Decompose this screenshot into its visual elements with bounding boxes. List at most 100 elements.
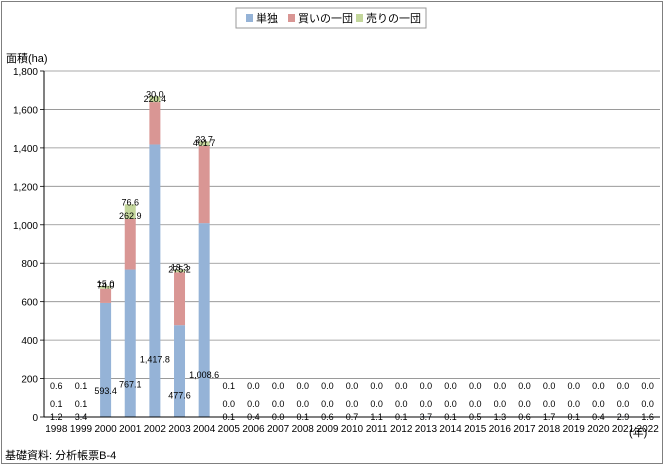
axes xyxy=(43,71,660,418)
data-label-sell-group-2004: 23.7 xyxy=(195,134,213,144)
data-label-sell-group-2005: 0.1 xyxy=(223,381,236,391)
bar-buy-group-2004 xyxy=(198,145,210,224)
bar-single-2004 xyxy=(198,223,210,417)
x-tick-label: 2002 xyxy=(144,424,167,435)
data-label-buy-group-2012: 0.0 xyxy=(395,399,408,409)
data-label-sell-group-1998: 0.6 xyxy=(50,381,63,391)
data-label-sell-group-2009: 0.0 xyxy=(321,381,334,391)
data-label-buy-group-2004: 401.7 xyxy=(193,138,216,148)
data-label-buy-group-2009: 0.0 xyxy=(321,399,334,409)
legend-box xyxy=(235,7,427,29)
source-note: 基礎資料: 分析帳票B-4 xyxy=(5,448,116,462)
data-label-buy-group-2022: 0.0 xyxy=(641,399,654,409)
data-label-sell-group-2008: 0.0 xyxy=(296,381,309,391)
data-label-single-2002: 1,417.8 xyxy=(140,354,170,364)
x-tick-label: 2005 xyxy=(218,424,241,435)
data-label-buy-group-2011: 0.0 xyxy=(370,399,383,409)
x-tick-label: 2007 xyxy=(267,424,290,435)
data-label-sell-group-2000: 15.0 xyxy=(97,279,115,289)
data-label-buy-group-2015: 0.0 xyxy=(469,399,482,409)
bars xyxy=(50,96,654,417)
data-label-sell-group-2003: 13.3 xyxy=(171,263,189,273)
data-label-sell-group-2021: 0.0 xyxy=(617,381,630,391)
gridlines xyxy=(44,70,660,379)
x-tick-label: 2015 xyxy=(464,424,487,435)
data-label-single-2001: 767.1 xyxy=(119,380,142,390)
data-label-sell-group-2019: 0.0 xyxy=(568,381,581,391)
bar-sell-group-2002 xyxy=(149,96,161,103)
x-tick-label: 1998 xyxy=(45,424,68,435)
legend-label-sell: 売りの一団 xyxy=(366,12,421,25)
data-label-sell-group-2002: 30.0 xyxy=(146,89,164,99)
data-label-buy-group-2016: 0.0 xyxy=(494,399,507,409)
legend: 単独 買いの一団 売りの一団 xyxy=(235,7,427,29)
data-label-sell-group-2016: 0.0 xyxy=(494,381,507,391)
legend-swatch-single xyxy=(246,14,253,22)
y-tick-label: 200 xyxy=(21,375,38,386)
data-label-buy-group-2005: 0.0 xyxy=(223,399,236,409)
bar-sell-group-2000 xyxy=(100,285,112,289)
x-tick-label: 2014 xyxy=(439,424,462,435)
x-tick-label: 2020 xyxy=(587,424,610,435)
bar-single-2003 xyxy=(174,325,186,417)
bar-buy-group-2000 xyxy=(100,288,112,303)
y-axis-label: 面積(ha) xyxy=(6,51,48,65)
data-label-sell-group-2010: 0.0 xyxy=(346,381,359,391)
y-tick-label: 400 xyxy=(21,336,38,347)
legend-swatch-sell xyxy=(356,14,363,22)
y-tick-label: 800 xyxy=(21,259,38,270)
bar-buy-group-2001 xyxy=(124,219,136,270)
legend-label-buy: 買いの一団 xyxy=(298,12,353,25)
x-tick-label: 2011 xyxy=(366,424,388,435)
data-label-buy-group-2019: 0.0 xyxy=(568,399,581,409)
data-label-sell-group-2001: 76.6 xyxy=(121,197,139,207)
x-tick-label: 2022 xyxy=(637,424,660,435)
x-tick-label: 2017 xyxy=(513,424,536,435)
data-label-buy-group-1998: 0.1 xyxy=(50,399,63,409)
bar-buy-group-2003 xyxy=(174,272,186,326)
x-tick-label: 2021 xyxy=(612,424,635,435)
data-label-single-2000: 593.4 xyxy=(94,386,117,396)
x-tick-label: 2008 xyxy=(292,424,315,435)
data-label-sell-group-1999: 0.1 xyxy=(75,381,88,391)
y-tick-label: 0 xyxy=(32,413,38,424)
x-axis-unit: (年) xyxy=(629,425,647,439)
data-label-sell-group-2020: 0.0 xyxy=(592,381,605,391)
bar-sell-group-2001 xyxy=(124,204,136,220)
y-tick-label: 1,400 xyxy=(13,144,38,155)
data-label-single-2003: 477.6 xyxy=(168,391,191,401)
y-tick-label: 1,800 xyxy=(13,67,38,78)
x-tick-label: 2018 xyxy=(538,424,561,435)
data-label-buy-group-2020: 0.0 xyxy=(592,399,605,409)
data-label-sell-group-2006: 0.0 xyxy=(247,381,260,391)
data-label-buy-group-2017: 0.0 xyxy=(518,399,531,409)
y-tick-label: 600 xyxy=(21,298,38,309)
legend-swatch-buy xyxy=(288,14,295,22)
x-tick-label: 2010 xyxy=(341,424,364,435)
x-tick-label: 2016 xyxy=(489,424,512,435)
data-label-buy-group-2006: 0.0 xyxy=(247,399,260,409)
x-axis-ticks: 1998 1999 2000 2001 2002 2003 2004 2005 2006 2007… xyxy=(45,424,659,435)
data-label-sell-group-2014: 0.0 xyxy=(444,381,457,391)
data-label-single-2004: 1,008.6 xyxy=(189,370,219,380)
y-tick-label: 1,200 xyxy=(13,182,38,193)
data-label-buy-group-2008: 0.0 xyxy=(296,399,309,409)
data-label-sell-group-2022: 0.0 xyxy=(641,381,654,391)
x-tick-label: 2004 xyxy=(193,424,216,435)
data-label-sell-group-2007: 0.0 xyxy=(272,381,285,391)
data-label-buy-group-2002: 220.4 xyxy=(144,94,167,104)
y-tick-label: 1,000 xyxy=(13,221,38,232)
x-tick-label: 2003 xyxy=(168,424,191,435)
data-label-buy-group-1999: 0.1 xyxy=(75,399,88,409)
data-label-buy-group-2021: 0.0 xyxy=(617,399,630,409)
data-label-buy-group-2013: 0.0 xyxy=(420,399,433,409)
bar-single-2001 xyxy=(124,269,136,417)
x-tick-label: 2000 xyxy=(94,424,117,435)
bar-sell-group-2003 xyxy=(174,269,186,273)
legend-label-single: 単独 xyxy=(256,11,278,25)
data-label-buy-group-2010: 0.0 xyxy=(346,399,359,409)
data-label-buy-group-2003: 275.2 xyxy=(168,264,191,274)
data-label-buy-group-2007: 0.0 xyxy=(272,399,285,409)
